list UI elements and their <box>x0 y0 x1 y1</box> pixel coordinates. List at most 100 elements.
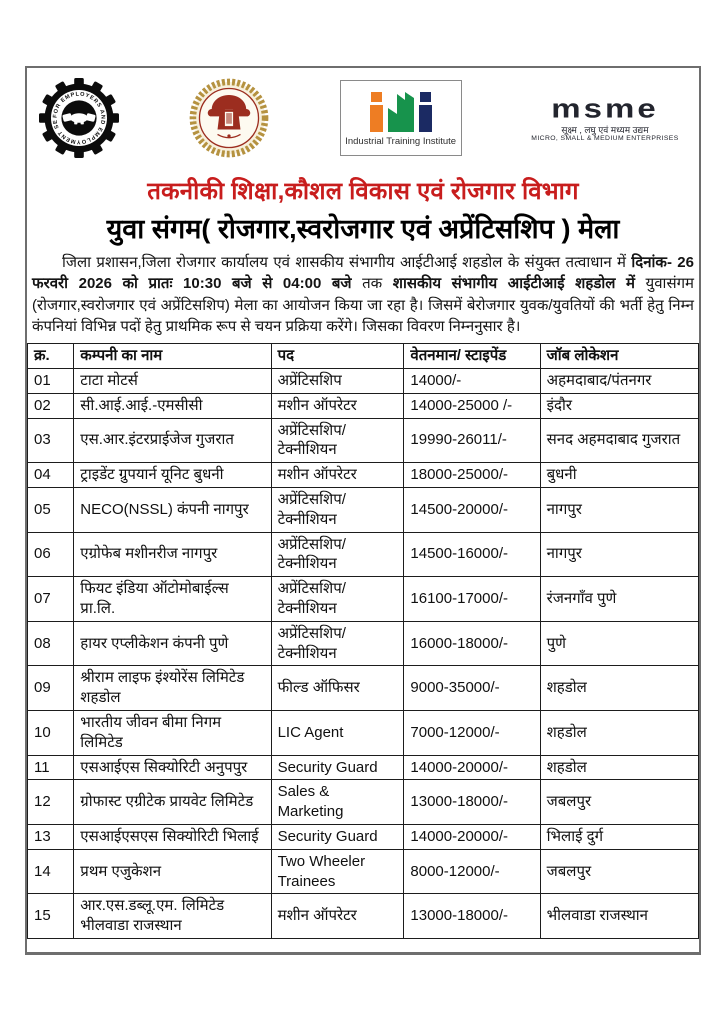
cell-company: सी.आई.आई.-एमसीसी <box>73 392 272 419</box>
mp-government-emblem <box>188 77 270 159</box>
education-value: 10 वीं/12वीं/स्नातक/आईटीआई (समस्त ट्रेड)… <box>131 954 485 955</box>
cell-location: शहडोल <box>539 709 699 756</box>
cell-location: पुणे <box>539 620 699 667</box>
cell-salary: 14500-16000/- <box>403 531 541 578</box>
department-title: तकनीकी शिक्षा,कौशल विकास एवं रोजगार विभा… <box>147 178 579 205</box>
cell-post: अप्रेंटिसशिप/टेक्नीशियन <box>270 417 405 464</box>
msme-english-caption: MICRO, SMALL & MEDIUM ENTERPRISES <box>531 135 679 143</box>
cell-sno: 12 <box>27 779 75 825</box>
cell-location: भिलाई दुर्ग <box>539 823 699 850</box>
cell-salary: 13000-18000/- <box>403 893 541 939</box>
cell-location: नागपुर <box>539 486 699 533</box>
handshake-icon <box>62 113 96 125</box>
mp-emblem-icon <box>189 78 269 158</box>
table-header: क्र. कम्पनी का नाम पद वेतनमान/ स्टाइपेंड जॉब… <box>27 343 699 369</box>
column-header: क्र. <box>27 343 75 369</box>
cell-salary: 13000-18000/- <box>403 779 541 825</box>
table-row: 10 भारतीय जीवन बीमा निगम लिमिटेड LIC Agent… <box>27 709 699 756</box>
cell-company: टाटा मोटर्स <box>73 367 272 394</box>
logo-row: FOR EMPLOYERS AND EMPLOYMENT SERVICES <box>27 68 699 160</box>
cell-location: अहमदाबाद/पंतनगर <box>539 367 699 394</box>
cell-post: मशीन ऑपरेटर <box>270 392 405 419</box>
cell-post: Sales & Marketing <box>270 779 405 825</box>
national-employment-service-logo: FOR EMPLOYERS AND EMPLOYMENT SERVICES <box>39 78 119 158</box>
cell-salary: 14000-20000/- <box>403 754 541 781</box>
cell-sno: 05 <box>27 486 75 533</box>
cell-sno: 06 <box>27 531 75 578</box>
cell-post: मशीन ऑपरेटर <box>270 893 405 939</box>
cell-salary: 14000/- <box>403 367 541 394</box>
cell-post: Security Guard <box>270 754 405 781</box>
cell-post: अप्रेंटिसशिप <box>270 367 405 394</box>
cell-salary: 8000-12000/- <box>403 848 541 895</box>
cell-post: फील्ड ऑफिसर <box>270 665 405 711</box>
column-header: पद <box>270 343 405 369</box>
table-row: 04 ट्राइडेंट ग्रुपयार्न यूनिट बुधनी मशीन ऑ… <box>27 462 699 488</box>
cell-sno: 15 <box>27 893 75 939</box>
table-row: 14 प्रथम एजुकेशन Two Wheeler Trainees 8000-… <box>27 848 699 895</box>
column-header: जॉब लोकेशन <box>539 343 699 369</box>
cell-location: जबलपुर <box>539 779 699 825</box>
column-header: वेतनमान/ स्टाइपेंड <box>403 343 541 369</box>
poster-sheet: FOR EMPLOYERS AND EMPLOYMENT SERVICES <box>25 66 701 955</box>
column-header: कम्पनी का नाम <box>73 343 272 369</box>
table-row: 02 सी.आई.आई.-एमसीसी मशीन ऑपरेटर 14000-25000… <box>27 392 699 419</box>
table-row: 05 NECO(NSSL) कंपनी नागपुर अप्रेंटिसशिप/टे… <box>27 486 699 533</box>
table-row: 15 आर.एस.डब्लू.एम. लिमिटेड भीलवाडा राजस्थ… <box>27 893 699 939</box>
cell-sno: 09 <box>27 665 75 711</box>
cell-company: एसआईएसएस सिक्योरिटी भिलाई <box>73 823 272 850</box>
cell-sno: 13 <box>27 823 75 850</box>
cell-company: भारतीय जीवन बीमा निगम लिमिटेड <box>73 709 272 756</box>
cell-company: फियट इंडिया ऑटोमोबाईल्स प्रा.लि. <box>73 576 272 622</box>
cell-company: ट्राइडेंट ग्रुपयार्न यूनिट बुधनी <box>73 462 272 488</box>
cell-location: नागपुर <box>539 531 699 578</box>
cell-salary: 14500-20000/- <box>403 486 541 533</box>
cell-location: शहडोल <box>539 754 699 781</box>
cell-location: रंजनगाँव पुणे <box>539 576 699 622</box>
table-row: 13 एसआईएसएस सिक्योरिटी भिलाई Security Guar… <box>27 823 699 850</box>
cell-salary: 19990-26011/- <box>403 417 541 464</box>
cell-post: मशीन ऑपरेटर <box>270 462 405 488</box>
cell-location: जबलपुर <box>539 848 699 895</box>
iti-glyph-icon <box>369 90 432 132</box>
companies-table: क्र. कम्पनी का नाम पद वेतनमान/ स्टाइपेंड जॉब… <box>27 343 699 939</box>
table-row: 07 फियट इंडिया ऑटोमोबाईल्स प्रा.लि. अप्रें… <box>27 576 699 622</box>
intro-segment: युवासंगम (रोजगार,स्वरोजगार एवं अप्रेंटिस… <box>32 275 694 335</box>
cell-company: एस.आर.इंटरप्राईजेज गुजरात <box>73 417 272 464</box>
cell-post: अप्रेंटिसशिप/टेक्नीशियन <box>270 620 405 667</box>
cell-post: अप्रेंटिसशिप/टेक्नीशियन <box>270 486 405 533</box>
cell-sno: 03 <box>27 417 75 464</box>
cell-post: अप्रेंटिसशिप/टेक्नीशियन <box>270 531 405 578</box>
cell-salary: 14000-20000/- <box>403 823 541 850</box>
intro-segment: जिला प्रशासन,जिला रोजगार कार्यालय एवं शा… <box>62 254 632 271</box>
cell-location: बुधनी <box>539 462 699 488</box>
intro-segment: शासकीय संभागीय आईटीआई शहडोल में <box>392 275 646 293</box>
cell-sno: 02 <box>27 392 75 419</box>
cell-salary: 18000-25000/- <box>403 462 541 488</box>
cell-sno: 11 <box>27 754 75 781</box>
cell-post: अप्रेंटिसशिप/टेक्नीशियन <box>270 576 405 622</box>
cell-company: एसआईएस सिक्योरिटी अनुपपुर <box>73 754 272 781</box>
iti-factory-arrow-icon <box>387 91 414 132</box>
intro-segment: दिनांक- 26 फरवरी 2026 को प्रातः 10:30 बज… <box>32 254 694 293</box>
intro-segment: तक <box>362 275 393 293</box>
education-label: शैक्षणिक योग्यता- <box>33 954 127 955</box>
cell-location: भीलवाडा राजस्थान <box>539 893 699 939</box>
cell-sno: 07 <box>27 576 75 622</box>
cell-location: इंदौर <box>539 392 699 419</box>
cell-company: आर.एस.डब्लू.एम. लिमिटेड भीलवाडा राजस्थान <box>73 893 272 939</box>
iti-logo: Industrial Training Institute <box>339 80 462 156</box>
header-row: क्र. कम्पनी का नाम पद वेतनमान/ स्टाइपेंड जॉब… <box>27 343 699 369</box>
table-row: 06 एग्रोफेब मशीनरीज नागपुर अप्रेंटिसशिप/टे… <box>27 531 699 578</box>
cell-salary: 14000-25000 /- <box>403 392 541 419</box>
iti-caption: Industrial Training Institute <box>345 135 457 147</box>
employment-gear-icon: FOR EMPLOYERS AND EMPLOYMENT SERVICES <box>39 78 119 158</box>
msme-wordmark: msme <box>551 93 659 124</box>
cell-salary: 16100-17000/- <box>403 576 541 622</box>
cell-post: Security Guard <box>270 823 405 850</box>
iti-letter-i-orange <box>369 91 383 132</box>
intro-paragraph: जिला प्रशासन,जिला रोजगार कार्यालय एवं शा… <box>32 252 694 337</box>
table-row: 11 एसआईएस सिक्योरिटी अनुपपुर Security Guar… <box>27 754 699 781</box>
table-row: 01 टाटा मोटर्स अप्रेंटिसशिप 14000/- अहमदाबाद… <box>27 367 699 394</box>
msme-logo: msme सूक्ष्म , लघु एवं मध्यम उद्यम MICRO… <box>531 93 679 144</box>
